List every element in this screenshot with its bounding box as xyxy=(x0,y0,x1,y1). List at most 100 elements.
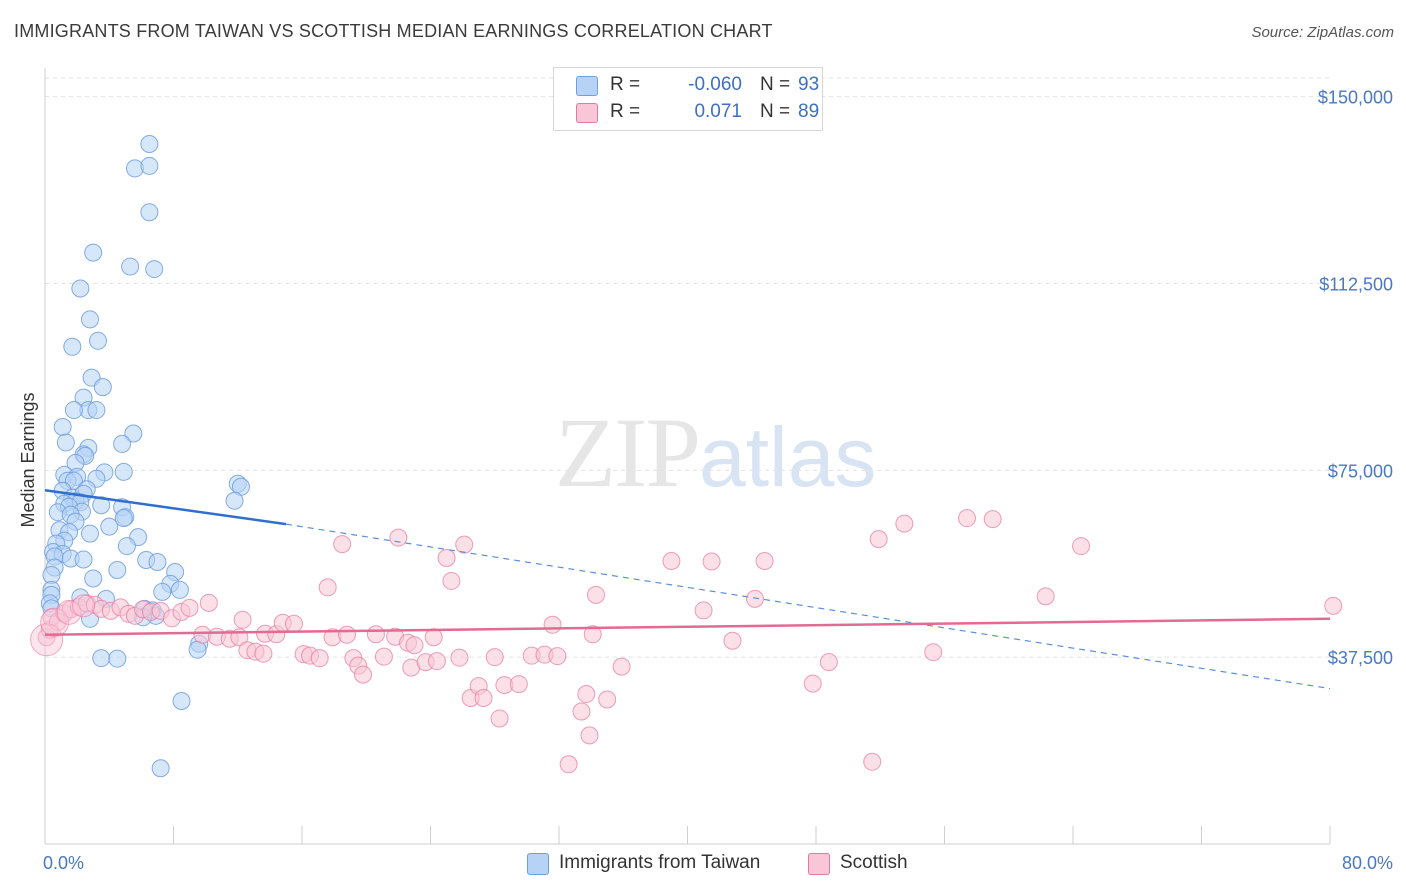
taiwan-point xyxy=(71,279,90,298)
y-tick-label: $37,500 xyxy=(1328,648,1393,668)
scottish-point xyxy=(957,509,976,528)
scottish-point xyxy=(543,615,562,634)
taiwan-point xyxy=(145,260,164,279)
y-tick-label: $75,000 xyxy=(1328,461,1393,481)
scottish-point xyxy=(819,653,838,672)
scottish-point xyxy=(485,648,504,667)
scottish-point xyxy=(427,652,446,671)
taiwan-point xyxy=(114,509,133,528)
scottish-point xyxy=(1324,596,1343,615)
taiwan-point xyxy=(140,203,159,222)
scottish-point xyxy=(442,571,461,590)
taiwan-point xyxy=(113,434,132,453)
scottish-point xyxy=(745,589,764,608)
taiwan-point xyxy=(92,496,111,515)
stats-swatch-scottish xyxy=(576,103,598,123)
scottish-point xyxy=(612,657,631,676)
chart-title: IMMIGRANTS FROM TAIWAN VS SCOTTISH MEDIA… xyxy=(14,21,773,41)
scottish-point xyxy=(337,625,356,644)
stats-n-label: N = xyxy=(760,74,791,95)
scottish-point xyxy=(180,598,199,617)
scottish-point xyxy=(1072,537,1091,556)
taiwan-point xyxy=(140,135,159,154)
scottish-point xyxy=(374,647,393,666)
taiwan-point xyxy=(140,156,159,175)
scottish-point xyxy=(199,593,218,612)
scottish-point xyxy=(572,702,591,721)
scottish-point xyxy=(662,552,681,571)
stats-r-label: R = xyxy=(610,74,641,95)
source-credit: Source: ZipAtlas.com xyxy=(1251,24,1394,41)
scottish-point xyxy=(702,552,721,571)
scottish-point xyxy=(310,649,329,668)
y-tick-label: $112,500 xyxy=(1319,275,1393,295)
scottish-point xyxy=(450,648,469,667)
scottish-point xyxy=(509,675,528,694)
scottish-point xyxy=(580,726,599,745)
scottish-point xyxy=(254,644,273,663)
taiwan-point xyxy=(93,378,112,397)
scottish-point xyxy=(755,552,774,571)
taiwan-point xyxy=(74,550,93,569)
scottish-point xyxy=(389,528,408,547)
taiwan-point xyxy=(84,569,103,588)
scottish-point xyxy=(586,585,605,604)
trend-lines xyxy=(44,489,1331,690)
scottish-point xyxy=(333,535,352,554)
scottish-point xyxy=(318,578,337,597)
taiwan-point xyxy=(153,582,172,601)
scottish-point xyxy=(583,625,602,644)
taiwan-point xyxy=(170,580,189,599)
taiwan-trend-line xyxy=(44,489,287,526)
axis-labels: $37,500 $75,000 $112,500 $150,000 0.0% 80.0% M… xyxy=(18,88,1393,873)
scottish-point xyxy=(924,643,943,662)
stats-n-label: N = xyxy=(760,101,791,122)
axes xyxy=(44,68,1331,845)
series-taiwan-points xyxy=(40,135,250,778)
scottish-point xyxy=(598,690,617,709)
taiwan-point xyxy=(117,537,136,556)
stats-n-value: 89 xyxy=(798,101,820,122)
scottish-point xyxy=(366,625,385,644)
scottish-point xyxy=(863,752,882,771)
taiwan-point xyxy=(108,649,127,668)
legend-swatch-scottish xyxy=(808,853,830,875)
grid-lines xyxy=(45,77,1330,658)
taiwan-point xyxy=(100,517,119,536)
scottish-point xyxy=(56,599,82,625)
taiwan-point xyxy=(151,759,170,778)
scottish-point xyxy=(1036,587,1055,606)
x-tick-label: 0.0% xyxy=(43,853,84,873)
stats-r-value: -0.060 xyxy=(688,74,742,95)
scottish-trend-line xyxy=(44,617,1331,637)
correlation-stats-box: R = -0.060 N = 93 R = 0.071 N = 89 xyxy=(553,67,823,131)
taiwan-point xyxy=(64,401,83,420)
taiwan-point xyxy=(188,640,207,659)
taiwan-point xyxy=(63,337,82,356)
taiwan-point xyxy=(172,692,191,711)
taiwan-point xyxy=(225,491,244,510)
legend-label: Scottish xyxy=(840,852,908,873)
scottish-point xyxy=(30,623,64,657)
scottish-point xyxy=(895,514,914,533)
scottish-point xyxy=(559,755,578,774)
taiwan-point xyxy=(124,424,143,443)
watermark: ZIPatlas xyxy=(555,395,876,510)
scottish-point xyxy=(40,607,70,637)
y-tick-label: $150,000 xyxy=(1318,88,1393,108)
scottish-point xyxy=(869,530,888,549)
taiwan-point xyxy=(148,553,167,572)
scottish-point xyxy=(723,631,742,650)
stats-r-label: R = xyxy=(610,101,641,122)
scottish-point xyxy=(455,535,474,554)
taiwan-point xyxy=(80,310,99,329)
scottish-point xyxy=(803,674,822,693)
taiwan-point xyxy=(84,243,103,262)
scottish-point xyxy=(424,628,443,647)
scottish-point xyxy=(577,685,596,704)
scottish-point xyxy=(983,510,1002,529)
stats-r-value: 0.071 xyxy=(694,101,742,122)
taiwan-point xyxy=(89,331,108,350)
stats-n-value: 93 xyxy=(798,74,820,95)
